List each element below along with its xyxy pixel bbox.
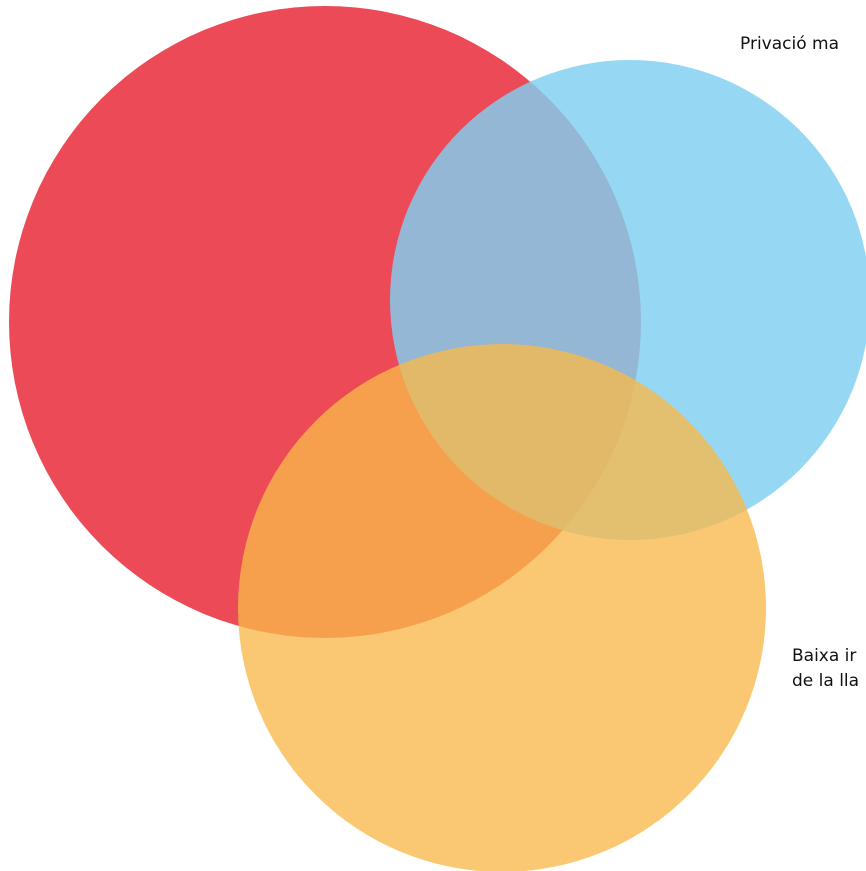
label-bottom-right-line-1: Baixa ir <box>792 646 857 666</box>
label-top-right: Privació ma <box>740 34 839 54</box>
orange-circle <box>238 344 766 871</box>
label-bottom-right-line-2: de la lla <box>792 671 860 691</box>
label-bottom-right: Baixa ir de la lla <box>792 644 859 694</box>
